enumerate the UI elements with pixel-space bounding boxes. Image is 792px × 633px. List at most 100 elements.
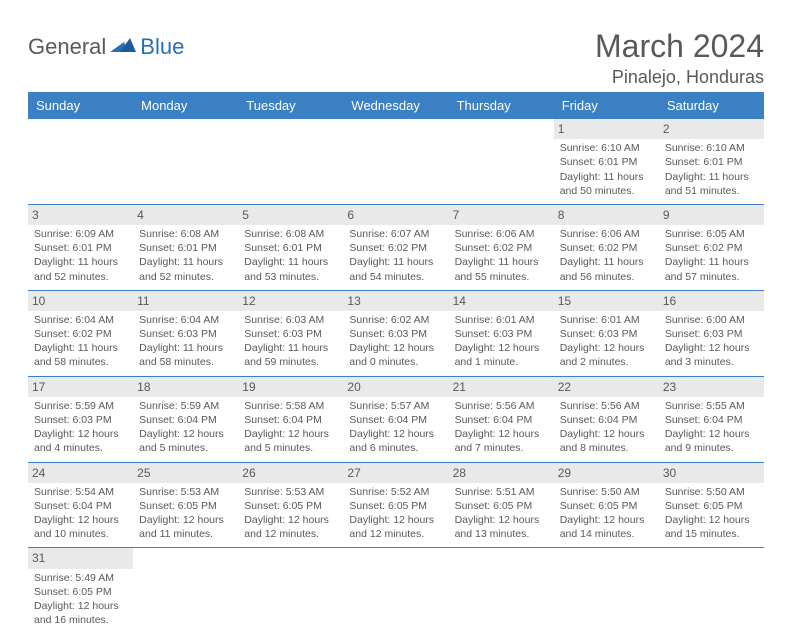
- day-number: 31: [28, 548, 133, 568]
- day-number: 21: [449, 377, 554, 397]
- day-number: 2: [659, 119, 764, 139]
- day-header: Sunday: [28, 92, 133, 119]
- day-number: 27: [343, 463, 448, 483]
- calendar-day: 17Sunrise: 5:59 AMSunset: 6:03 PMDayligh…: [28, 376, 133, 462]
- day-number: 24: [28, 463, 133, 483]
- sunrise-text: Sunrise: 6:06 AM: [560, 227, 653, 241]
- calendar-week: 24Sunrise: 5:54 AMSunset: 6:04 PMDayligh…: [28, 462, 764, 548]
- calendar-week: 31Sunrise: 5:49 AMSunset: 6:05 PMDayligh…: [28, 548, 764, 633]
- sunrise-text: Sunrise: 6:07 AM: [349, 227, 442, 241]
- day-number: 17: [28, 377, 133, 397]
- day-header: Tuesday: [238, 92, 343, 119]
- sunrise-text: Sunrise: 6:01 AM: [560, 313, 653, 327]
- flag-icon: [110, 36, 138, 59]
- sunset-text: Sunset: 6:04 PM: [665, 413, 758, 427]
- calendar-day: 20Sunrise: 5:57 AMSunset: 6:04 PMDayligh…: [343, 376, 448, 462]
- day-header: Monday: [133, 92, 238, 119]
- calendar-day: 2Sunrise: 6:10 AMSunset: 6:01 PMDaylight…: [659, 119, 764, 204]
- sunset-text: Sunset: 6:02 PM: [560, 241, 653, 255]
- sunset-text: Sunset: 6:05 PM: [560, 499, 653, 513]
- sunset-text: Sunset: 6:05 PM: [349, 499, 442, 513]
- calendar-day-empty: [238, 548, 343, 633]
- sunset-text: Sunset: 6:04 PM: [560, 413, 653, 427]
- day-header: Saturday: [659, 92, 764, 119]
- daylight-text: Daylight: 12 hours and 13 minutes.: [455, 513, 548, 541]
- day-number: 11: [133, 291, 238, 311]
- calendar-day: 23Sunrise: 5:55 AMSunset: 6:04 PMDayligh…: [659, 376, 764, 462]
- calendar-day: 15Sunrise: 6:01 AMSunset: 6:03 PMDayligh…: [554, 290, 659, 376]
- sunrise-text: Sunrise: 5:49 AM: [34, 571, 127, 585]
- calendar-day: 14Sunrise: 6:01 AMSunset: 6:03 PMDayligh…: [449, 290, 554, 376]
- calendar-week: 17 Sunrise: 5:59 AM Sunset: 6:03 PM Dayligh…: [28, 376, 764, 462]
- daylight-text: Daylight: 12 hours and 14 minutes.: [560, 513, 653, 541]
- day-header-row: SundayMondayTuesdayWednesdayThursdayFrid…: [28, 92, 764, 119]
- daylight-text: Daylight: 12 hours and 0 minutes.: [349, 341, 442, 369]
- day-header: Thursday: [449, 92, 554, 119]
- sunrise-text: Sunrise: 6:03 AM: [244, 313, 337, 327]
- daylight-text: Daylight: 11 hours and 55 minutes.: [455, 255, 548, 283]
- sunrise-text: Sunrise: 5:53 AM: [244, 485, 337, 499]
- calendar-day: 22 Sunrise: 5:56 AMSunset: 6:04 PMDayligh…: [554, 376, 659, 462]
- daylight-text: Daylight: 12 hours and 5 minutes.: [244, 427, 337, 455]
- calendar-day: 1Sunrise: 6:10 AMSunset: 6:01 PMDaylight…: [554, 119, 659, 204]
- calendar-week: 10Sunrise: 6:04 AMSunset: 6:02 PMDayligh…: [28, 290, 764, 376]
- calendar-day: 24Sunrise: 5:54 AMSunset: 6:04 PMDayligh…: [28, 462, 133, 548]
- daylight-text: Daylight: 12 hours and 3 minutes.: [665, 341, 758, 369]
- calendar-day: 28Sunrise: 5:51 AMSunset: 6:05 PMDayligh…: [449, 462, 554, 548]
- header: General Blue March 2024 Pinalejo, Hondur…: [28, 28, 764, 88]
- daylight-text: Daylight: 11 hours and 52 minutes.: [34, 255, 127, 283]
- sunset-text: Sunset: 6:04 PM: [244, 413, 337, 427]
- sunset-text: Sunset: 6:04 PM: [34, 499, 127, 513]
- day-number: 14: [449, 291, 554, 311]
- sunset-text: Sunset: 6:04 PM: [349, 413, 442, 427]
- daylight-text: Daylight: 12 hours and 10 minutes.: [34, 513, 127, 541]
- calendar-day: 12Sunrise: 6:03 AMSunset: 6:03 PMDayligh…: [238, 290, 343, 376]
- sunrise-text: Sunrise: 6:08 AM: [244, 227, 337, 241]
- calendar-day-empty: [659, 548, 764, 633]
- sunrise-text: Sunrise: 6:08 AM: [139, 227, 232, 241]
- sunrise-text: Sunrise: 6:02 AM: [349, 313, 442, 327]
- calendar-day: 26Sunrise: 5:53 AMSunset: 6:05 PMDayligh…: [238, 462, 343, 548]
- calendar-day: 10Sunrise: 6:04 AMSunset: 6:02 PMDayligh…: [28, 290, 133, 376]
- daylight-text: Daylight: 12 hours and 9 minutes.: [665, 427, 758, 455]
- sunset-text: Sunset: 6:02 PM: [455, 241, 548, 255]
- calendar-week: 1Sunrise: 6:10 AMSunset: 6:01 PMDaylight…: [28, 119, 764, 204]
- calendar-day: 3Sunrise: 6:09 AMSunset: 6:01 PMDaylight…: [28, 204, 133, 290]
- day-number: 15: [554, 291, 659, 311]
- day-number: 3: [28, 205, 133, 225]
- daylight-text: Daylight: 11 hours and 53 minutes.: [244, 255, 337, 283]
- day-number: 22: [554, 377, 659, 397]
- logo-text-1: General: [28, 34, 106, 60]
- calendar-day: 7Sunrise: 6:06 AMSunset: 6:02 PMDaylight…: [449, 204, 554, 290]
- calendar-day-empty: [554, 548, 659, 633]
- sunrise-text: Sunrise: 6:10 AM: [665, 141, 758, 155]
- day-number: 29: [554, 463, 659, 483]
- sunset-text: Sunset: 6:01 PM: [560, 155, 653, 169]
- location: Pinalejo, Honduras: [595, 67, 764, 88]
- calendar-day: 11Sunrise: 6:04 AMSunset: 6:03 PMDayligh…: [133, 290, 238, 376]
- calendar-table: SundayMondayTuesdayWednesdayThursdayFrid…: [28, 92, 764, 633]
- day-number: 18: [133, 377, 238, 397]
- daylight-text: Daylight: 12 hours and 1 minute.: [455, 341, 548, 369]
- daylight-text: Daylight: 12 hours and 8 minutes.: [560, 427, 653, 455]
- sunrise-text: Sunrise: 5:50 AM: [560, 485, 653, 499]
- sunrise-text: Sunrise: 5:56 AM: [560, 399, 653, 413]
- sunrise-text: Sunrise: 5:59 AM: [139, 399, 232, 413]
- calendar-day-empty: [238, 119, 343, 204]
- calendar-day-empty: [343, 548, 448, 633]
- logo: General Blue: [28, 34, 184, 60]
- daylight-text: Daylight: 12 hours and 12 minutes.: [349, 513, 442, 541]
- sunset-text: Sunset: 6:02 PM: [665, 241, 758, 255]
- day-number: 4: [133, 205, 238, 225]
- sunset-text: Sunset: 6:05 PM: [244, 499, 337, 513]
- sunrise-text: Sunrise: 6:06 AM: [455, 227, 548, 241]
- sunset-text: Sunset: 6:04 PM: [455, 413, 548, 427]
- sunset-text: Sunset: 6:05 PM: [665, 499, 758, 513]
- daylight-text: Daylight: 11 hours and 54 minutes.: [349, 255, 442, 283]
- day-number: 6: [343, 205, 448, 225]
- sunrise-text: Sunrise: 6:01 AM: [455, 313, 548, 327]
- day-number: 13: [343, 291, 448, 311]
- sunrise-text: Sunrise: 6:09 AM: [34, 227, 127, 241]
- sunset-text: Sunset: 6:03 PM: [34, 413, 127, 427]
- day-number: 20: [343, 377, 448, 397]
